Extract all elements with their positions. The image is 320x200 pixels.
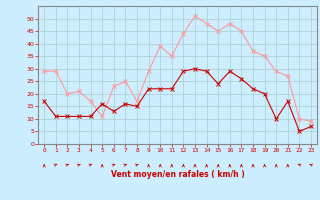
X-axis label: Vent moyen/en rafales ( km/h ): Vent moyen/en rafales ( km/h )	[111, 170, 244, 179]
